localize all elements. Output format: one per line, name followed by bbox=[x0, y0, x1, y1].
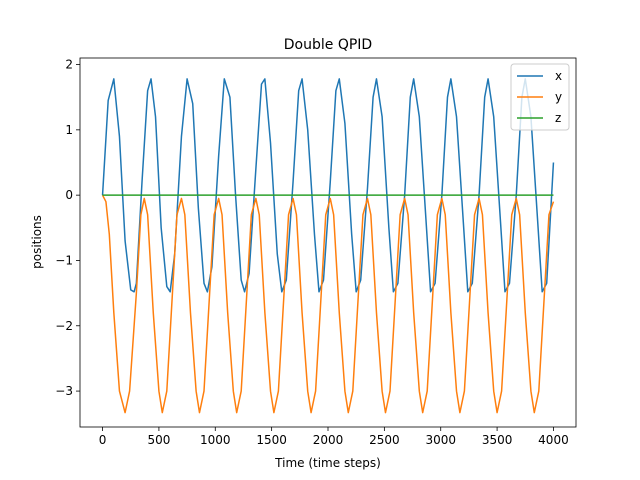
x-axis-label: Time (time steps) bbox=[274, 456, 381, 470]
x-tick-label: 3000 bbox=[425, 433, 456, 447]
x-tick-label: 500 bbox=[147, 433, 170, 447]
legend: xyz bbox=[510, 63, 570, 131]
y-axis: −3 −2 −1 0 1 2 bbox=[55, 58, 80, 398]
x-tick-label: 1500 bbox=[256, 433, 287, 447]
y-tick-label: −2 bbox=[55, 319, 73, 333]
chart-title: Double QPID bbox=[284, 37, 372, 53]
x-axis: 0 500 1000 1500 2000 2500 3000 3500 4000 bbox=[99, 427, 569, 447]
x-tick-label: 0 bbox=[99, 433, 107, 447]
y-tick-label: 1 bbox=[65, 123, 73, 137]
x-tick-label: 2000 bbox=[313, 433, 344, 447]
y-axis-label: positions bbox=[30, 215, 44, 269]
series-line-y bbox=[101, 194, 555, 414]
x-tick-label: 1000 bbox=[200, 433, 231, 447]
series-line-x bbox=[101, 78, 555, 293]
y-tick-label: −3 bbox=[55, 384, 73, 398]
x-tick-label: 2500 bbox=[369, 433, 400, 447]
plot-lines bbox=[101, 78, 555, 414]
x-tick-label: 4000 bbox=[538, 433, 569, 447]
legend-label-x: x bbox=[555, 69, 562, 83]
y-tick-label: −1 bbox=[55, 253, 73, 267]
y-tick-label: 0 bbox=[65, 188, 73, 202]
legend-label-z: z bbox=[555, 111, 561, 125]
x-tick-label: 3500 bbox=[482, 433, 513, 447]
legend-label-y: y bbox=[555, 90, 562, 104]
y-tick-label: 2 bbox=[65, 58, 73, 72]
